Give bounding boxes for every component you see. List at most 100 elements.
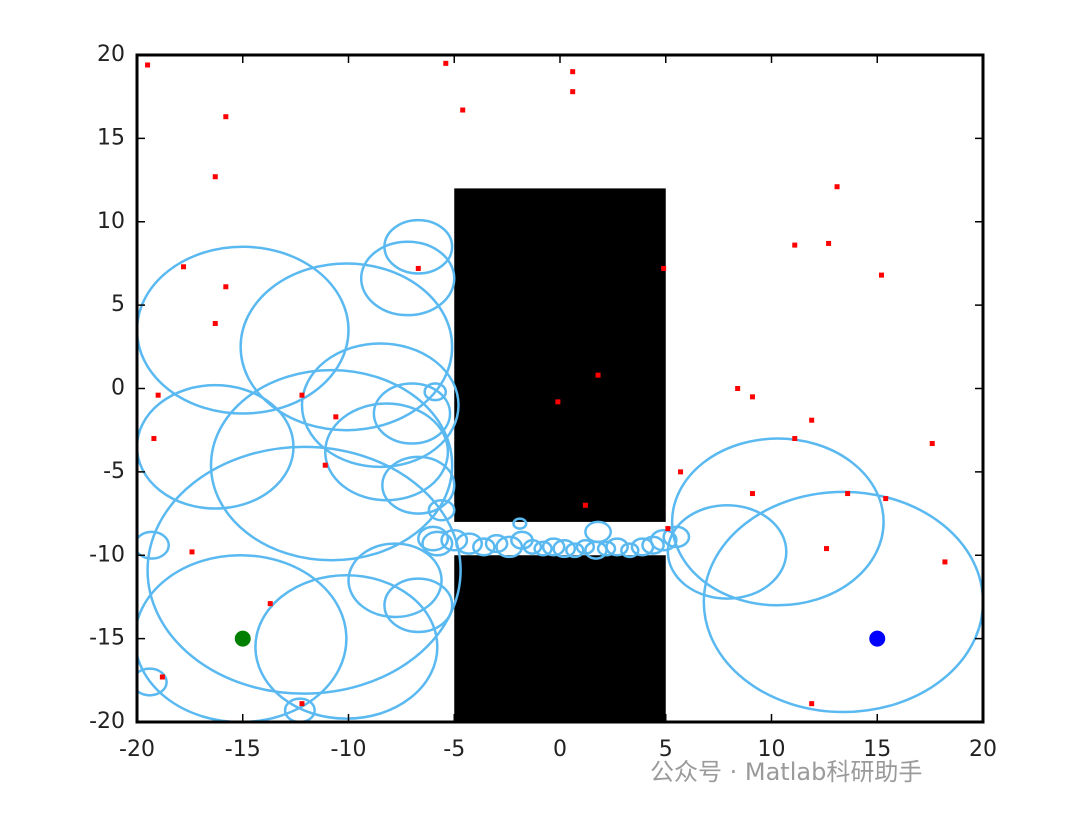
sample-point [223, 284, 229, 290]
x-tick-label: 15 [863, 737, 891, 762]
tree-circle [283, 697, 316, 722]
sample-point [299, 392, 305, 398]
tree-circle [239, 262, 454, 432]
sample-point [181, 264, 187, 270]
sample-point [443, 60, 449, 66]
tree-circle [484, 533, 509, 554]
sample-point [792, 436, 798, 442]
sample-point [151, 436, 157, 442]
obstacle [454, 188, 666, 522]
sample-point [823, 546, 829, 552]
sample-point [735, 386, 741, 391]
x-tick-label: 5 [659, 737, 673, 762]
sample-point [460, 107, 466, 113]
sample-point [267, 601, 273, 607]
x-tick-label: -5 [443, 737, 465, 762]
y-tick-label: -15 [89, 626, 125, 651]
sample-point [159, 674, 165, 680]
sample-point [878, 272, 884, 278]
sample-point [212, 174, 218, 180]
x-tick-label: -15 [225, 737, 261, 762]
tree-circle [440, 528, 469, 552]
y-tick-label: 5 [111, 292, 125, 317]
tree-circle [209, 368, 454, 562]
sample-point [845, 491, 851, 497]
tree-circle [670, 437, 885, 607]
y-tick-label: 20 [97, 42, 125, 67]
tree-circle [146, 445, 462, 695]
tree-circle [541, 537, 566, 557]
watermark: 公众号 · Matlab科研助手 [650, 758, 923, 786]
sample-point [826, 240, 832, 246]
tree-circle [495, 535, 524, 559]
goal-point [869, 630, 886, 647]
tree-circle [427, 498, 456, 522]
sample-point [189, 549, 195, 555]
tree-circle [372, 382, 452, 445]
tree-circle [455, 532, 483, 555]
tree-circle [522, 538, 543, 555]
y-tick-label: -10 [89, 542, 125, 567]
sample-point [155, 392, 161, 398]
tree-circle [254, 574, 439, 720]
tree-circle [662, 525, 691, 549]
sample-point [665, 526, 671, 532]
sample-point [749, 491, 755, 497]
sample-point [792, 242, 798, 248]
sample-point [582, 502, 588, 508]
tree-circle [605, 537, 629, 557]
x-tick-label: 0 [553, 737, 567, 762]
sample-point [809, 701, 815, 707]
y-tick-label: -5 [103, 459, 125, 484]
sample-point [883, 496, 889, 502]
sample-point [322, 462, 328, 468]
tree-circle [347, 542, 443, 619]
y-tick-label: 10 [97, 209, 125, 234]
tree-circle [512, 517, 528, 530]
sample-point [749, 394, 755, 400]
sample-point [299, 701, 305, 707]
tree-circle [596, 540, 617, 557]
sample-point [223, 114, 229, 120]
tree-circle [137, 245, 350, 415]
sample-point [678, 469, 684, 475]
tree-circle [300, 342, 460, 469]
x-tick-label: -20 [119, 737, 155, 762]
tree-circle [565, 542, 585, 559]
tree-circle [383, 577, 454, 634]
sample-point [942, 559, 948, 565]
tree-circle [137, 530, 170, 560]
tree-circle [137, 667, 168, 697]
sample-point [661, 265, 667, 271]
y-tick-label: 0 [111, 376, 125, 401]
tree-circle [641, 535, 665, 555]
y-tick-label: 15 [97, 125, 125, 150]
plot-area [137, 60, 983, 722]
x-tick-label: 10 [758, 737, 786, 762]
x-tick-label: -10 [331, 737, 367, 762]
sample-point [333, 414, 339, 420]
tree-circle [649, 528, 678, 552]
sample-point [145, 62, 151, 68]
tree-circle [137, 554, 348, 722]
tree-circle [359, 240, 456, 317]
x-tick-label: 20 [969, 737, 997, 762]
tree-circle [472, 537, 496, 557]
sample-point [570, 69, 576, 75]
tree-circle [423, 382, 448, 402]
tree-circle [552, 538, 577, 559]
sample-point [595, 372, 601, 378]
sample-point [929, 441, 935, 447]
tree-circle [383, 218, 454, 275]
tree-circle [417, 525, 450, 552]
start-point [234, 630, 251, 647]
sample-point [570, 89, 576, 95]
y-tick-label: -20 [89, 709, 125, 734]
obstacle [454, 555, 666, 722]
sample-point [212, 320, 218, 326]
tree-circle [584, 520, 613, 544]
sample-point [415, 265, 421, 271]
tree-circle [381, 455, 456, 515]
sample-point [834, 184, 840, 190]
